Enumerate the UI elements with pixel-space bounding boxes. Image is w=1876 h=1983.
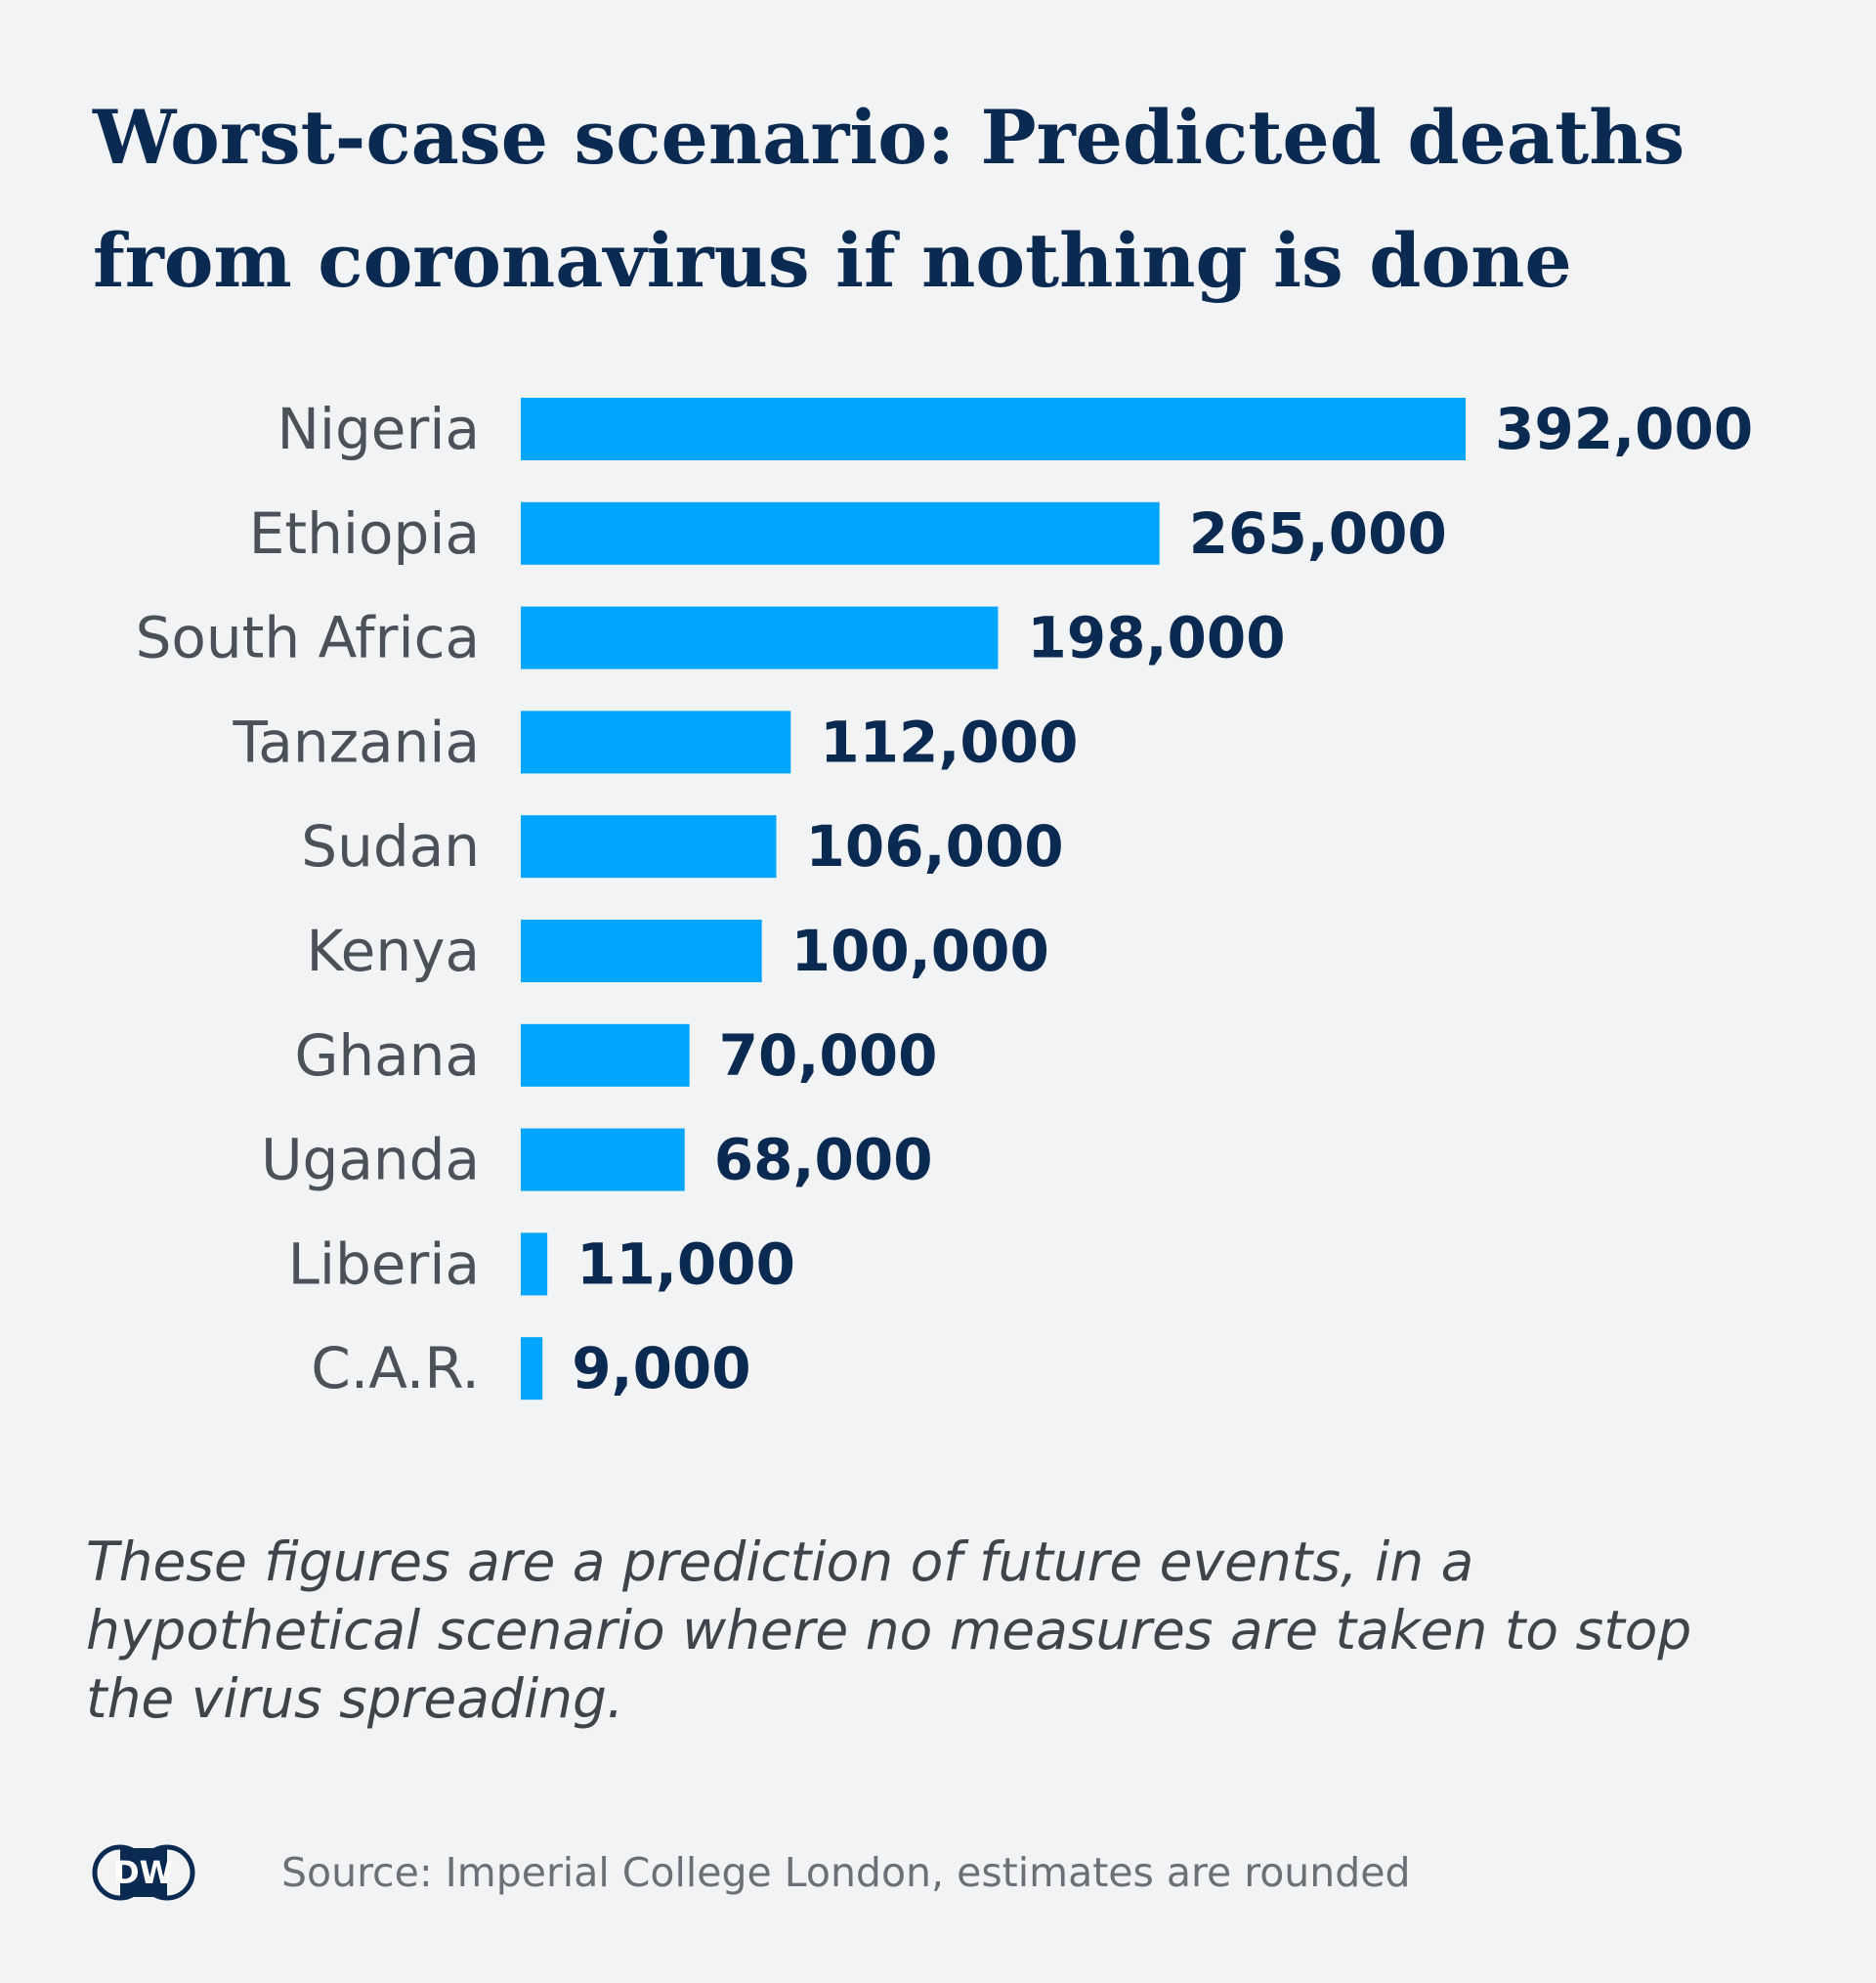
dw-logo-text: DW <box>113 1854 174 1891</box>
category-label: Ghana <box>294 1022 480 1089</box>
value-label: 11,000 <box>576 1230 795 1297</box>
value-label: 106,000 <box>805 813 1063 880</box>
value-label: 392,000 <box>1495 396 1753 462</box>
bar <box>521 501 1160 565</box>
category-label: Uganda <box>261 1127 480 1193</box>
value-label: 68,000 <box>714 1127 933 1193</box>
value-label: 265,000 <box>1189 500 1447 567</box>
bar <box>521 398 1466 460</box>
category-label: Kenya <box>307 918 480 984</box>
bar <box>521 606 999 669</box>
category-label: South Africa <box>136 605 480 671</box>
value-label: 198,000 <box>1027 605 1285 671</box>
category-label: C.A.R. <box>311 1335 480 1401</box>
bar <box>521 711 791 774</box>
category-label: Sudan <box>301 813 480 880</box>
bar <box>521 1128 685 1191</box>
category-label: Tanzania <box>232 709 480 775</box>
value-label: 100,000 <box>791 918 1049 984</box>
value-label: 112,000 <box>820 709 1078 775</box>
bar <box>521 920 762 982</box>
bar <box>521 1337 543 1401</box>
dw-logo-icon: DW <box>92 1844 195 1901</box>
category-label: Nigeria <box>277 396 480 462</box>
value-label: 70,000 <box>719 1022 938 1089</box>
category-label: Liberia <box>288 1230 480 1297</box>
footnote: These figures are a prediction of future… <box>86 1530 1692 1730</box>
chart-marks: Nigeria 392,000 Ethiopia 265,000 South Afric… <box>136 396 1754 1401</box>
chart-title: Worst-case scenario: Predicted deaths fr… <box>93 94 1685 304</box>
bar-chart: Nigeria 392,000 Ethiopia 265,000 South Afric… <box>136 396 1754 1401</box>
bar <box>521 815 777 879</box>
bar <box>521 1232 548 1296</box>
category-label: Ethiopia <box>249 500 480 567</box>
value-label: 9,000 <box>572 1335 750 1401</box>
source-note: Source: Imperial College London, estimat… <box>281 1849 1411 1896</box>
bar <box>521 1023 690 1087</box>
